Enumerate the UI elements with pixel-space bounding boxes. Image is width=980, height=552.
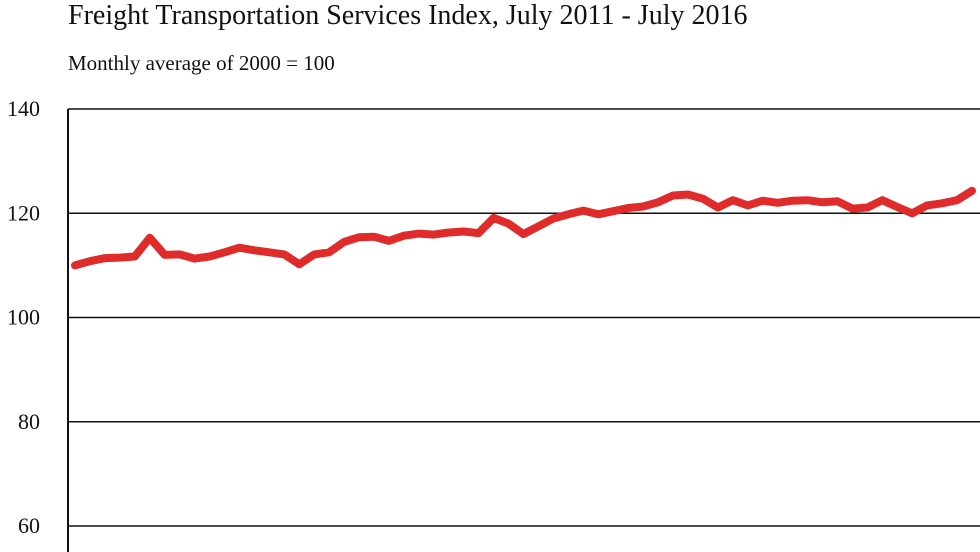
y-tick-label: 60 [18, 513, 40, 538]
chart-title: Freight Transportation Services Index, J… [68, 0, 748, 31]
y-tick-label: 100 [7, 305, 40, 330]
chart-subtitle: Monthly average of 2000 = 100 [68, 51, 335, 75]
y-tick-label: 120 [7, 200, 40, 225]
y-tick-label: 80 [18, 409, 40, 434]
y-tick-label: 140 [7, 96, 40, 121]
series-line-0 [71, 186, 976, 270]
gridlines [68, 108, 980, 527]
series-layer [71, 186, 976, 270]
y-tick-labels: 60 80 100 120 140 [7, 96, 40, 538]
